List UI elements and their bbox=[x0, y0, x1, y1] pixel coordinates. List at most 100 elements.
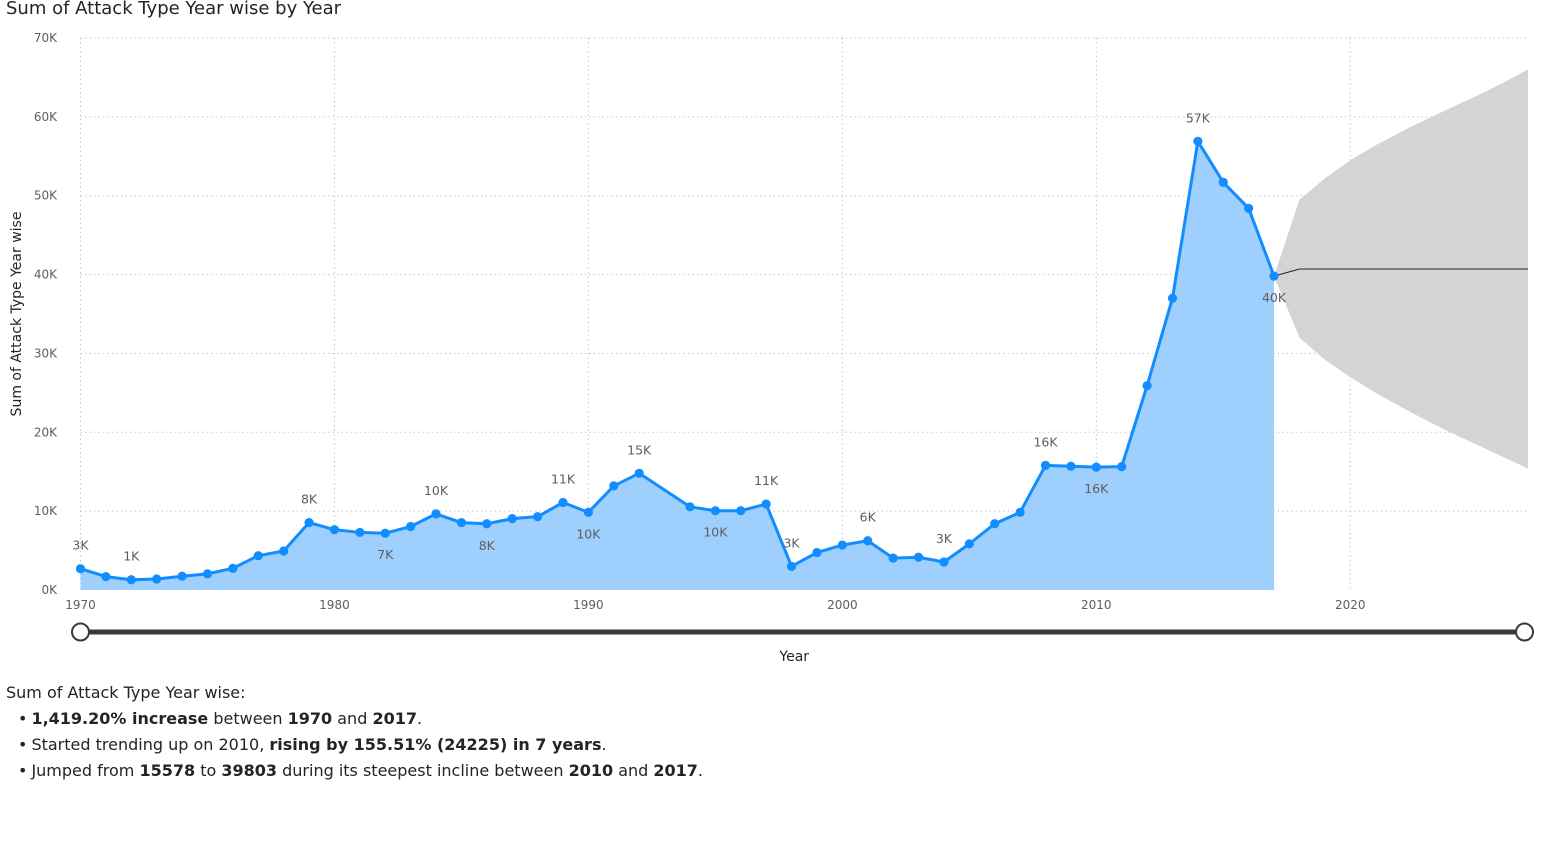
data-point bbox=[456, 517, 467, 528]
data-point bbox=[355, 527, 365, 538]
narrative-text: between bbox=[208, 709, 288, 728]
narrative-heading: Sum of Attack Type Year wise: bbox=[6, 683, 246, 702]
x-tick-label: 1980 bbox=[319, 598, 350, 612]
data-label: 3K bbox=[936, 531, 953, 546]
narrative-text: during its steepest incline between bbox=[277, 761, 569, 780]
data-point bbox=[685, 502, 695, 512]
data-label: 16K bbox=[1084, 481, 1109, 496]
gridlines bbox=[80, 37, 1528, 590]
y-tick-label: 70K bbox=[34, 31, 58, 45]
data-label: 8K bbox=[479, 538, 496, 553]
data-point bbox=[1244, 203, 1254, 213]
x-tick-label: 2000 bbox=[827, 598, 858, 612]
data-point bbox=[202, 569, 213, 579]
data-point bbox=[964, 539, 974, 549]
data-point bbox=[1117, 461, 1127, 472]
y-axis-title: Sum of Attack Type Year wise bbox=[9, 212, 25, 417]
y-tick-label: 50K bbox=[34, 189, 58, 203]
chart-title: Sum of Attack Type Year wise by Year bbox=[6, 0, 342, 19]
data-label: 10K bbox=[576, 526, 601, 541]
narrative-text: . bbox=[697, 761, 704, 780]
data-point bbox=[1066, 461, 1076, 471]
forecast-line bbox=[1273, 268, 1528, 277]
data-point bbox=[406, 521, 416, 532]
data-label: 1K bbox=[123, 549, 140, 564]
data-point bbox=[812, 547, 822, 558]
data-label: 40K bbox=[1262, 290, 1287, 305]
data-point bbox=[253, 551, 263, 561]
data-label: 6K bbox=[860, 510, 877, 525]
narrative-bullet-trend: Started trending up on 2010, rising by 1… bbox=[18, 732, 703, 758]
data-point bbox=[710, 506, 720, 516]
narrative-text: . bbox=[416, 709, 423, 728]
data-point bbox=[1015, 507, 1025, 517]
area-layer bbox=[80, 139, 1276, 590]
x-tick-label: 1970 bbox=[65, 598, 96, 612]
x-tick-label: 2010 bbox=[1081, 598, 1112, 612]
data-point bbox=[101, 571, 111, 582]
data-point bbox=[863, 536, 873, 546]
narrative-strong: 1970 bbox=[287, 709, 333, 728]
data-point bbox=[152, 574, 162, 584]
data-label: 7K bbox=[377, 547, 394, 562]
y-tick-label: 20K bbox=[34, 425, 58, 439]
data-label: 57K bbox=[1186, 110, 1211, 125]
data-point bbox=[431, 509, 441, 519]
forecast-layer bbox=[1273, 69, 1528, 469]
data-label: 3K bbox=[783, 535, 800, 550]
narrative-strong: rising by 155.51% (24225) in 7 years bbox=[269, 735, 602, 754]
data-label: 16K bbox=[1033, 434, 1058, 449]
data-point bbox=[533, 512, 543, 522]
data-point bbox=[609, 481, 619, 491]
narrative-strong: 1,419.20% increase bbox=[31, 709, 209, 728]
narrative-text: and bbox=[332, 709, 373, 728]
data-point bbox=[558, 497, 568, 508]
x-tick-label: 1990 bbox=[573, 598, 604, 612]
data-point bbox=[177, 571, 187, 581]
data-point bbox=[1142, 381, 1152, 391]
line-area-chart: 3K 1K 8K 7K 10K 8K 11K 10K 15K 10K 11K 3K 6K 3K 16K 16K… bbox=[9, 31, 1534, 665]
smart-narrative: Sum of Attack Type Year wise: 1,419.20% … bbox=[6, 680, 703, 784]
data-point bbox=[126, 575, 136, 585]
data-point bbox=[1269, 271, 1279, 281]
series-area-fill bbox=[80, 141, 1275, 590]
slider-start-handle[interactable] bbox=[71, 622, 90, 642]
x-axis-title: Year bbox=[778, 649, 809, 665]
data-label: 15K bbox=[627, 442, 652, 457]
narrative-text: . bbox=[601, 735, 607, 754]
data-point bbox=[75, 564, 86, 574]
narrative-strong: 15578 bbox=[139, 761, 196, 780]
data-label: 11K bbox=[754, 473, 779, 488]
data-point bbox=[837, 540, 847, 550]
narrative-text: Started trending up on 2010, bbox=[31, 735, 270, 754]
data-label: 8K bbox=[301, 492, 318, 507]
range-slider[interactable] bbox=[71, 622, 1534, 642]
y-tick-label: 10K bbox=[34, 504, 58, 518]
data-point bbox=[736, 506, 746, 516]
narrative-list: 1,419.20% increase between 1970 and 2017… bbox=[6, 706, 703, 784]
data-point bbox=[1218, 177, 1228, 187]
data-point bbox=[913, 552, 924, 562]
y-tick-label: 0K bbox=[41, 583, 58, 597]
data-label: 11K bbox=[551, 471, 576, 486]
data-point bbox=[228, 563, 238, 573]
data-point bbox=[583, 507, 593, 517]
y-tick-label: 30K bbox=[34, 346, 58, 360]
narrative-strong: 2017 bbox=[653, 761, 698, 780]
slider-end-handle[interactable] bbox=[1515, 622, 1534, 642]
data-point bbox=[1091, 462, 1101, 472]
narrative-bullet-increase: 1,419.20% increase between 1970 and 2017… bbox=[18, 706, 703, 732]
marker-layer bbox=[75, 136, 1279, 585]
data-point bbox=[761, 499, 771, 509]
data-point bbox=[634, 468, 644, 478]
data-point bbox=[304, 517, 314, 528]
narrative-text: Jumped from bbox=[31, 761, 140, 780]
data-point bbox=[279, 546, 289, 556]
narrative-strong: 39803 bbox=[221, 761, 278, 780]
data-point bbox=[939, 557, 949, 567]
data-point bbox=[990, 519, 1000, 529]
x-tick-label: 2020 bbox=[1335, 598, 1366, 612]
data-point bbox=[482, 519, 492, 529]
y-tick-label: 40K bbox=[34, 268, 58, 282]
narrative-bullet-jump: Jumped from 15578 to 39803 during its st… bbox=[18, 758, 703, 784]
